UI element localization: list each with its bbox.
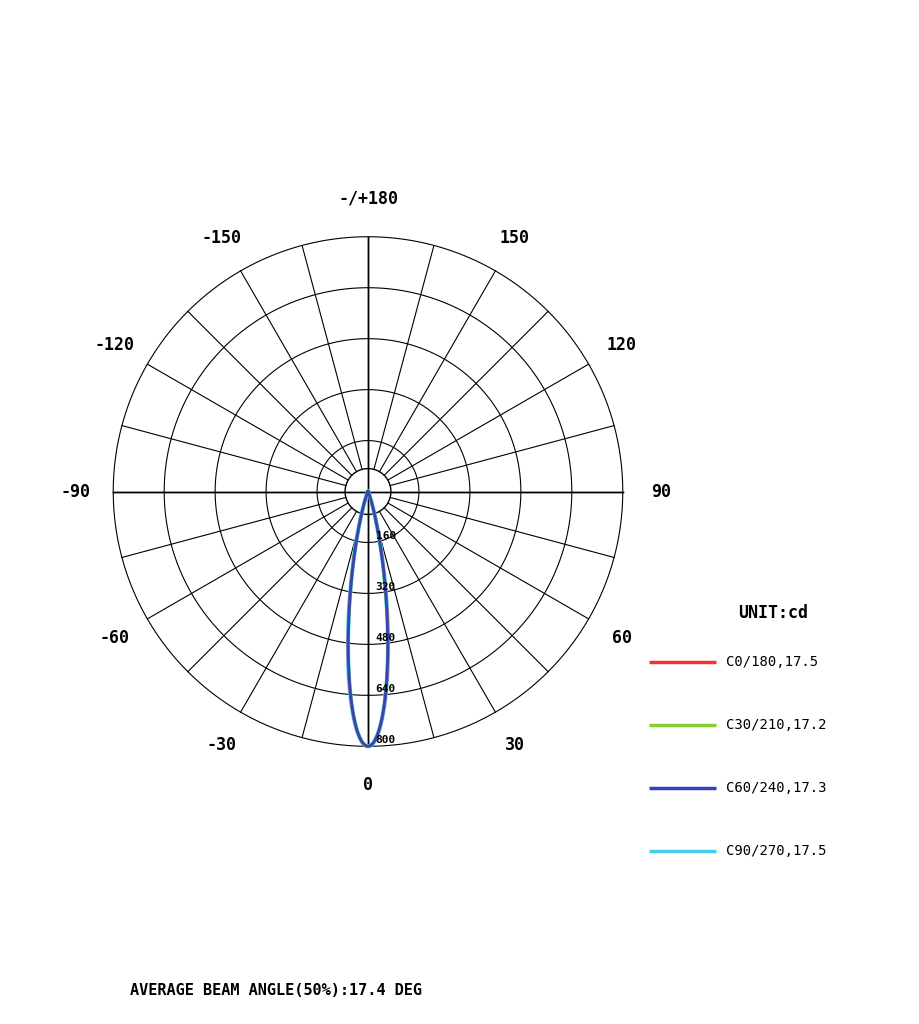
Text: 320: 320 bbox=[375, 582, 395, 592]
Text: 30: 30 bbox=[504, 736, 524, 755]
Text: -150: -150 bbox=[201, 228, 242, 247]
Text: -90: -90 bbox=[60, 482, 90, 501]
Text: C90/270,17.5: C90/270,17.5 bbox=[726, 844, 826, 858]
Text: 480: 480 bbox=[375, 633, 395, 643]
Text: 150: 150 bbox=[499, 228, 529, 247]
Text: UNIT:cd: UNIT:cd bbox=[737, 604, 807, 623]
Text: 640: 640 bbox=[375, 684, 395, 694]
Text: C0/180,17.5: C0/180,17.5 bbox=[726, 654, 818, 669]
Text: 120: 120 bbox=[606, 336, 636, 354]
Text: C60/240,17.3: C60/240,17.3 bbox=[726, 780, 826, 795]
Text: 60: 60 bbox=[611, 629, 631, 647]
Text: AVERAGE BEAM ANGLE(50%):17.4 DEG: AVERAGE BEAM ANGLE(50%):17.4 DEG bbox=[130, 983, 422, 998]
Text: -120: -120 bbox=[94, 336, 134, 354]
Text: 0: 0 bbox=[363, 775, 372, 794]
Text: 90: 90 bbox=[651, 482, 670, 501]
Text: 800: 800 bbox=[375, 735, 395, 744]
Text: -/+180: -/+180 bbox=[337, 189, 398, 208]
Text: -60: -60 bbox=[99, 629, 130, 647]
Text: -30: -30 bbox=[206, 736, 236, 755]
Text: C30/210,17.2: C30/210,17.2 bbox=[726, 718, 826, 731]
Text: 160: 160 bbox=[375, 531, 395, 541]
